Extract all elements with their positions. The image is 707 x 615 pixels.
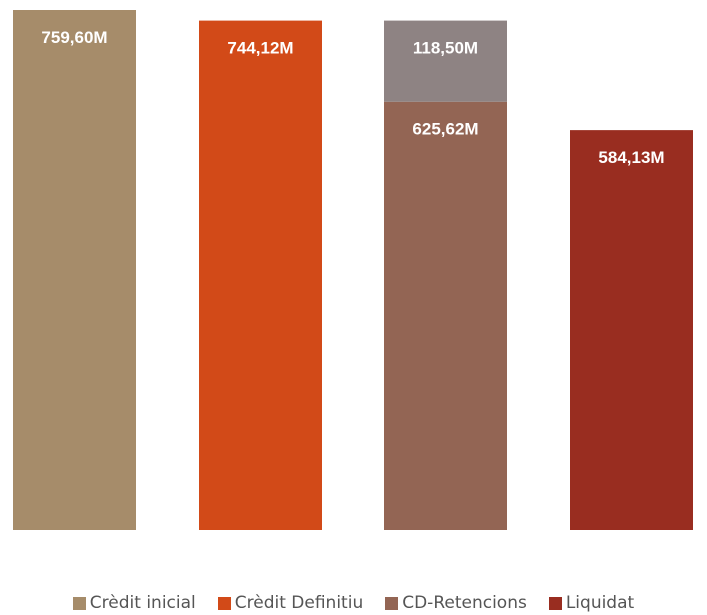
legend-label: Liquidat	[565, 593, 635, 613]
legend-item-liquidat: Liquidat	[548, 593, 635, 613]
bar-chart: 759,60M 744,12M 625,62M 118,50M 584,13M	[13, 10, 693, 530]
bar-value-label: 584,13M	[598, 148, 664, 167]
bar-retencions	[384, 20, 507, 102]
bar-value-label: 625,62M	[412, 120, 478, 139]
bar-liquidat	[570, 130, 693, 530]
legend-swatch	[72, 596, 86, 610]
bar-cr-dit-definitiu	[199, 20, 322, 530]
legend-label: Crèdit inicial	[89, 593, 196, 613]
legend-item-cd-retencions: CD-Retencions	[385, 593, 527, 613]
chart-legend: Crèdit inicial Crèdit Definitiu CD-Reten…	[0, 592, 707, 614]
legend-label: CD-Retencions	[402, 593, 527, 613]
legend-swatch	[217, 596, 231, 610]
legend-swatch	[548, 596, 562, 610]
bar-value-label: 759,60M	[41, 28, 107, 47]
bar-value-label: 118,50M	[413, 39, 478, 58]
legend-label: Crèdit Definitiu	[234, 593, 364, 613]
bar-cr-dit-inicial	[13, 10, 136, 530]
bar-cd-retencions	[384, 101, 507, 530]
legend-item-credit-definitiu: Crèdit Definitiu	[217, 593, 364, 613]
bar-value-label: 744,12M	[227, 39, 293, 58]
legend-swatch	[385, 596, 399, 610]
legend-item-credit-inicial: Crèdit inicial	[72, 593, 196, 613]
